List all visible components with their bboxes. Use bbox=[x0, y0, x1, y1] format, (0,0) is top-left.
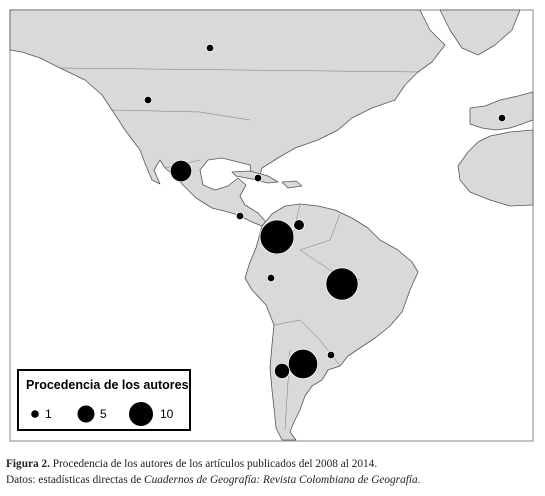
legend-label: 1 bbox=[45, 407, 52, 421]
source-suffix: . bbox=[417, 474, 421, 486]
bubble bbox=[235, 211, 245, 221]
legend-box bbox=[17, 369, 191, 431]
legend-label: 10 bbox=[160, 407, 174, 421]
europe bbox=[469, 91, 534, 131]
bubble bbox=[293, 219, 305, 231]
source-prefix: Datos: estadísticas directas de bbox=[6, 474, 142, 486]
caption: Figura 2. Procedencia de los autores de … bbox=[6, 456, 541, 488]
bubble bbox=[326, 350, 336, 360]
caption-text: Procedencia de los autores de los artícu… bbox=[52, 458, 378, 470]
bubble bbox=[205, 43, 215, 53]
legend-items: 1 5 10 bbox=[31, 401, 174, 427]
legend-symbol bbox=[77, 405, 95, 423]
land bbox=[9, 9, 534, 441]
bubble bbox=[253, 173, 263, 183]
bubbles bbox=[143, 43, 507, 380]
bubble bbox=[143, 95, 153, 105]
legend: Procedencia de los autores 1 5 10 bbox=[17, 369, 191, 431]
caption-line: Datos: estadísticas directas de Cuaderno… bbox=[6, 472, 541, 488]
legend-symbol bbox=[31, 410, 39, 418]
map: Procedencia de los autores 1 5 10 bbox=[9, 9, 534, 442]
bubble bbox=[497, 113, 507, 123]
africa bbox=[457, 129, 534, 207]
caption-label: Figura 2. bbox=[6, 458, 50, 470]
north-america bbox=[9, 9, 446, 227]
caption-line: Figura 2. Procedencia de los autores de … bbox=[6, 456, 541, 472]
legend-symbol bbox=[128, 401, 154, 427]
hispaniola bbox=[281, 180, 303, 189]
bubble bbox=[259, 219, 295, 255]
legend-label: 5 bbox=[100, 407, 107, 421]
bubble bbox=[266, 273, 276, 283]
legend-title: Procedencia de los autores bbox=[26, 378, 189, 392]
source-title: Cuadernos de Geografía: Revista Colombia… bbox=[144, 474, 418, 486]
bubble bbox=[287, 348, 319, 380]
greenland bbox=[439, 9, 521, 56]
bubble bbox=[273, 362, 290, 379]
bubble bbox=[325, 267, 359, 301]
bubble bbox=[169, 159, 193, 183]
